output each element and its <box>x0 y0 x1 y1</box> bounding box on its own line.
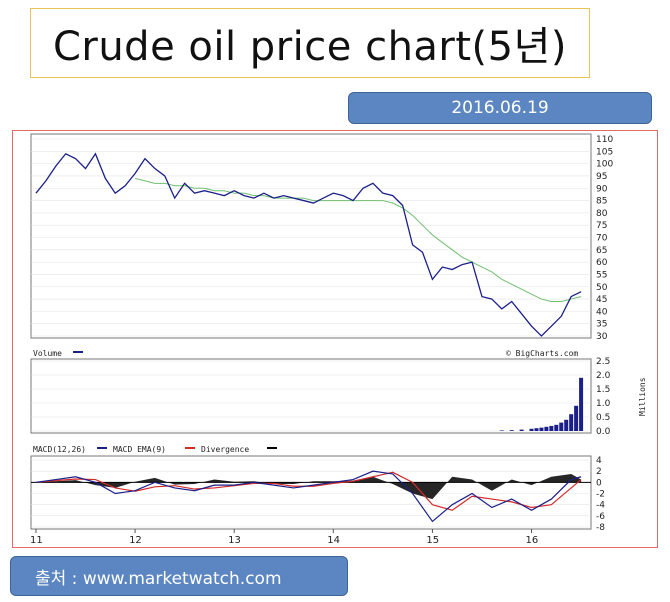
volume-bar <box>539 427 544 431</box>
price-ytick-label: 65 <box>596 246 607 256</box>
page-title: Crude oil price chart(5년) <box>52 24 568 70</box>
volume-ytick-label: 1.0 <box>596 399 611 409</box>
price-ytick-label: 35 <box>596 320 607 330</box>
source-badge: 출처 : www.marketwatch.com <box>10 556 348 596</box>
macd-ytick-label: 4 <box>596 456 602 466</box>
volume-ylabel: Millions <box>638 377 647 416</box>
volume-bar <box>564 419 569 431</box>
x-tick-label: 15 <box>426 535 439 546</box>
volume-bar <box>579 377 584 431</box>
price-ytick-label: 45 <box>596 295 607 305</box>
price-ytick-label: 90 <box>596 184 608 194</box>
price-ytick-label: 40 <box>596 307 608 317</box>
x-tick-label: 13 <box>228 535 241 546</box>
volume-ytick-label: 1.5 <box>596 385 610 395</box>
volume-bar <box>559 422 564 431</box>
date-badge: 2016.06.19 <box>348 92 652 124</box>
x-tick-label: 11 <box>30 535 43 546</box>
volume-bar <box>569 414 574 431</box>
volume-bar <box>574 405 579 431</box>
volume-bar <box>544 426 549 431</box>
volume-bar <box>519 429 524 431</box>
ema-legend-swatch <box>185 447 195 449</box>
macd-ema-line <box>35 471 582 511</box>
volume-bar <box>549 425 554 431</box>
macd-ytick-label: 0 <box>596 478 602 488</box>
price-ytick-label: 105 <box>596 147 613 157</box>
macd-legend-swatch <box>97 447 107 449</box>
volume-ytick-label: 2.5 <box>596 357 610 367</box>
macd-ytick-label: -8 <box>596 523 605 533</box>
title-box: Crude oil price chart(5년) <box>30 8 590 78</box>
macd-line <box>35 470 582 523</box>
volume-grid <box>31 360 591 432</box>
volume-bar <box>499 430 504 431</box>
volume-ytick-label: 2.0 <box>596 371 611 381</box>
bigcharts-credit: © BigCharts.com <box>506 349 578 358</box>
price-ytick-label: 85 <box>596 197 607 207</box>
macd-legend-label: MACD(12,26) <box>33 445 86 454</box>
price-grid <box>31 138 591 337</box>
x-tick-label: 12 <box>129 535 142 546</box>
macd-ytick-label: -2 <box>596 490 605 500</box>
macd-ytick-label: -4 <box>596 501 605 511</box>
price-ytick-label: 110 <box>596 135 613 145</box>
price-ytick-label: 80 <box>596 209 608 219</box>
volume-bar <box>554 424 559 431</box>
price-ytick-label: 50 <box>596 283 608 293</box>
price-panel-frame <box>30 133 592 339</box>
volume-bar <box>529 428 534 431</box>
price-line <box>35 152 582 337</box>
macd-ytick-label: -6 <box>596 512 605 522</box>
price-ytick-label: 95 <box>596 172 607 182</box>
price-ytick-label: 30 <box>596 332 608 342</box>
price-yticks: 110 105 100 95 90 85 80 75 70 65 60 55 50 45 40 35 30 <box>596 135 613 342</box>
volume-yticks: 2.5 2.0 1.5 1.0 0.5 0.0 <box>596 357 611 437</box>
volume-bar <box>509 430 514 431</box>
volume-legend-label: Volume <box>33 349 62 358</box>
x-tick-label: 16 <box>526 535 539 546</box>
macd-ytick-label: 2 <box>596 467 602 477</box>
volume-panel-frame <box>30 358 592 434</box>
x-axis-ticks: 11 12 13 14 15 16 <box>30 529 538 546</box>
divergence-legend-label: Divergence <box>201 445 249 454</box>
volume-ytick-label: 0.5 <box>596 413 610 423</box>
volume-legend-swatch <box>73 351 83 353</box>
price-ytick-label: 100 <box>596 160 613 170</box>
price-ytick-label: 75 <box>596 221 607 231</box>
volume-bars <box>499 377 584 431</box>
ema-legend-label: MACD EMA(9) <box>113 445 166 454</box>
x-tick-label: 14 <box>327 535 340 546</box>
date-text: 2016.06.19 <box>451 98 549 118</box>
volume-bar <box>534 428 539 431</box>
macd-yticks: 420 -2-4-6-8 <box>596 456 605 533</box>
macd-panel-frame <box>30 455 592 530</box>
chart-frame: 110 105 100 95 90 85 80 75 70 65 60 55 50 45 40 35 30 Vo… <box>12 130 658 548</box>
price-ytick-label: 55 <box>596 270 607 280</box>
price-ytick-label: 60 <box>596 258 608 268</box>
source-text: 출처 : www.marketwatch.com <box>35 568 282 589</box>
volume-ytick-label: 0.0 <box>596 427 611 437</box>
moving-average-line <box>134 177 582 303</box>
divergence-legend-swatch <box>267 447 277 449</box>
price-ytick-label: 70 <box>596 234 608 244</box>
